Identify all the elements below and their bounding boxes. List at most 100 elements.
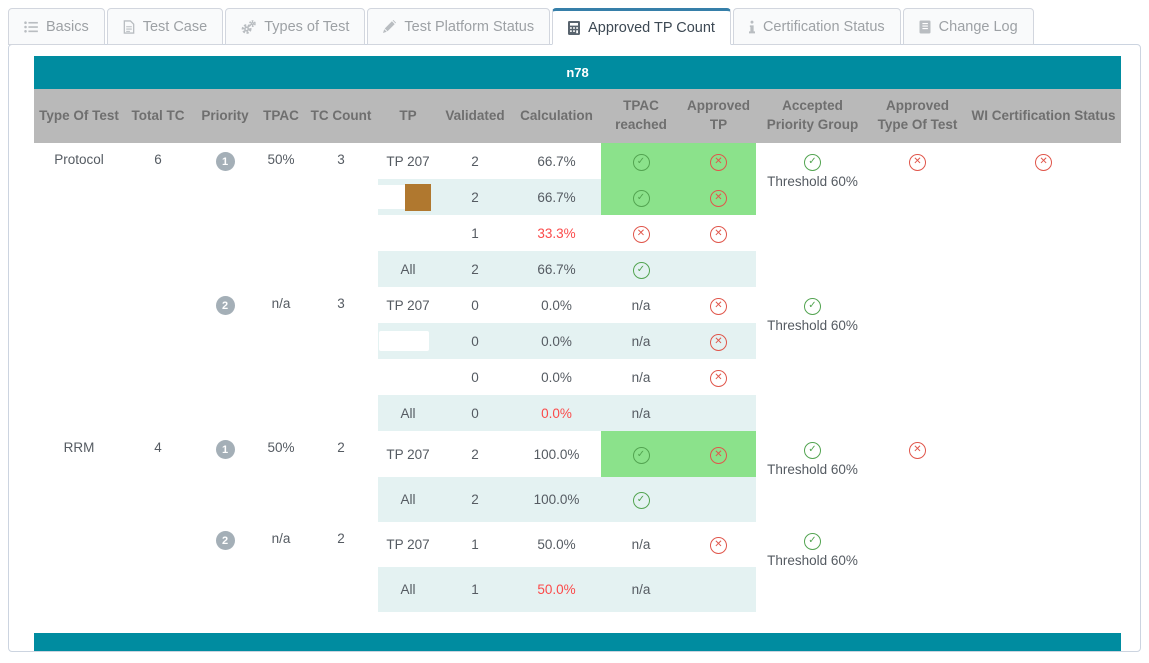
- column-header-approved-type-of-test: Approved Type Of Test: [869, 89, 966, 143]
- tab-approved-tp-count[interactable]: Approved TP Count: [552, 8, 731, 45]
- band-title: n78: [34, 56, 1122, 89]
- priority-badge: 2: [215, 296, 235, 315]
- cell-priority: 1: [192, 431, 258, 522]
- tab-types-of-test[interactable]: Types of Test: [225, 8, 366, 45]
- cell-total-tc: 4: [154, 440, 162, 455]
- priority-badge: 2: [215, 531, 235, 550]
- cell-approved-tp: ✕: [681, 359, 756, 395]
- cell-tc-count: 3: [337, 296, 345, 311]
- cell-calculation: 100.0%: [533, 446, 580, 462]
- cell-tp: TP 207: [386, 297, 430, 313]
- table-row: All 2 100.0% ✓: [34, 477, 1121, 522]
- cell-tpac-reached: n/a: [601, 323, 681, 359]
- tab-label: Types of Test: [264, 18, 350, 35]
- next-band-header-bar: [34, 633, 1121, 651]
- check-icon: ✓: [632, 261, 650, 279]
- cell-approved-tp: ✕: [681, 215, 756, 251]
- cross-icon: ✕: [710, 153, 727, 171]
- priority-badge: 1: [215, 152, 235, 171]
- cell-accepted-priority-group: ✓ Threshold 60%: [756, 143, 869, 287]
- cell-tpac-reached: ✓: [601, 179, 681, 215]
- threshold-label: Threshold 60%: [767, 553, 858, 568]
- table-row: RRM 4 1 50% 2 TP 207 2 100.0% ✓ ✕ ✓ Threshold 60% ✕: [34, 431, 1121, 477]
- column-header-accepted-priority-group: Accepted Priority Group: [756, 89, 869, 143]
- cross-icon: ✕: [909, 442, 926, 459]
- cell-tpac: n/a: [271, 296, 291, 311]
- cell-tp: All: [378, 395, 438, 431]
- cell-approved-tp: [681, 477, 756, 522]
- cell-calculation: 66.7%: [512, 179, 601, 215]
- cell-tpac-reached: n/a: [601, 395, 681, 431]
- cross-icon: ✕: [909, 154, 926, 171]
- info-icon: [748, 20, 755, 34]
- redaction-block: [405, 183, 431, 211]
- calculator-icon: [568, 20, 581, 35]
- page: Basics Test Case Types of Test Test Platfor…: [8, 8, 1141, 652]
- check-icon: ✓: [804, 442, 821, 459]
- cell-approved-type-of-test: ✕: [869, 431, 966, 612]
- cell-approved-tp: ✕: [681, 287, 756, 323]
- cell-validated: 0: [471, 369, 479, 385]
- table-row: 2 n/a 2 TP 207 1 50.0% n/a ✕ ✓ Threshold 60%: [34, 522, 1121, 568]
- pencil-icon: [383, 20, 397, 33]
- cell-approved-tp: [681, 251, 756, 287]
- cell-tp: [378, 179, 438, 215]
- cell-tpac-reached: ✓: [601, 143, 681, 179]
- column-header-tp: TP: [378, 89, 438, 143]
- threshold-label: Threshold 60%: [767, 318, 858, 333]
- column-header-tpac: TPAC: [258, 89, 304, 143]
- approved-tp-table: n78 Type Of Test Total TC Priority TPAC TC C…: [34, 56, 1122, 612]
- table-row: All 1 50.0% n/a: [34, 567, 1121, 612]
- tab-certification-status[interactable]: Certification Status: [732, 8, 901, 45]
- threshold-label: Threshold 60%: [767, 462, 858, 477]
- tab-test-platform-status[interactable]: Test Platform Status: [367, 8, 551, 45]
- tab-test-case[interactable]: Test Case: [106, 8, 224, 45]
- cell-calculation: 50.0%: [537, 537, 576, 552]
- cell-calculation: 66.7%: [537, 153, 576, 169]
- tab-basics[interactable]: Basics: [8, 8, 105, 45]
- cell-approved-type-of-test: ✕: [869, 143, 966, 431]
- cell-validated: 2: [471, 446, 479, 462]
- priority-badge: 1: [215, 440, 235, 459]
- cell-priority: 2: [192, 287, 258, 431]
- cell-validated: 1: [471, 225, 479, 241]
- band-header-row: n78: [34, 56, 1122, 89]
- cell-approved-tp: [681, 567, 756, 612]
- white-redaction-patch: [379, 331, 429, 351]
- check-icon: ✓: [804, 298, 821, 315]
- cross-icon: ✕: [710, 369, 727, 387]
- cell-calculation: 0.0%: [541, 369, 572, 385]
- cell-calculation: 33.3%: [537, 225, 576, 241]
- cross-icon: ✕: [710, 297, 727, 315]
- cell-tp: TP 207: [386, 537, 430, 552]
- check-icon: ✓: [804, 154, 821, 171]
- cell-accepted-priority-group: ✓ Threshold 60%: [756, 287, 869, 431]
- table-row: 2 66.7% ✓ ✕: [34, 179, 1121, 215]
- cell-approved-tp: [681, 395, 756, 431]
- cell-wi-certification-status: ✕: [966, 143, 1121, 431]
- cell-tpac: 50%: [267, 152, 295, 167]
- cross-icon: ✕: [632, 225, 650, 243]
- list-icon: [24, 20, 38, 33]
- column-header-priority: Priority: [192, 89, 258, 143]
- cross-icon: ✕: [710, 333, 727, 351]
- tab-change-log[interactable]: Change Log: [902, 8, 1034, 45]
- cross-icon: ✕: [1035, 154, 1053, 171]
- cell-accepted-priority-group: ✓ Threshold 60%: [756, 431, 869, 522]
- cell-approved-tp: ✕: [681, 179, 756, 215]
- check-icon: ✓: [632, 446, 650, 464]
- white-redaction-patch: [378, 185, 405, 209]
- table-row: Protocol 6 1 50% 3 TP 207 2 66.7% ✓ ✕ ✓ Threshold 6…: [34, 143, 1121, 189]
- threshold-label: Threshold 60%: [767, 174, 858, 189]
- column-header-calculation: Calculation: [512, 89, 601, 143]
- cell-validated: 0: [438, 323, 512, 359]
- cell-tpac-reached: ✓: [601, 431, 681, 477]
- cell-validated: 0: [438, 395, 512, 431]
- check-icon: ✓: [632, 189, 650, 207]
- tab-label: Test Platform Status: [404, 18, 535, 35]
- cell-approved-tp: ✕: [681, 323, 756, 359]
- cross-icon: ✕: [710, 189, 727, 207]
- cell-tpac-reached: ✓: [601, 477, 681, 522]
- cell-tc-count: 2: [337, 531, 345, 546]
- cell-tpac: 50%: [267, 440, 295, 455]
